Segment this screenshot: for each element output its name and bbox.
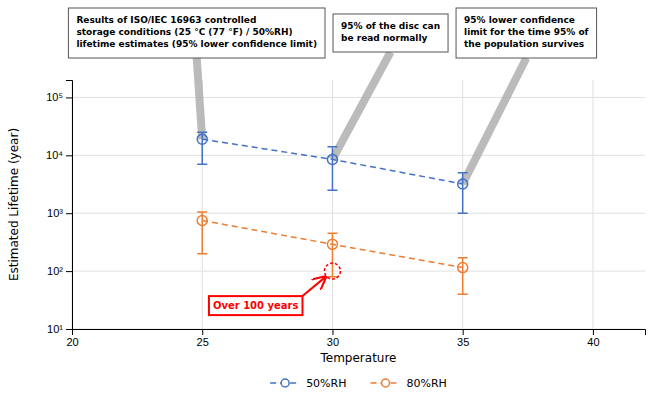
legend-item: 50%RH xyxy=(270,377,346,390)
annotation-text-line: Results of ISO/IEC 16963 controlled xyxy=(76,15,256,25)
annotation-text-line: the population survives xyxy=(464,39,584,49)
grid-line-x xyxy=(592,80,593,329)
grid-line-y xyxy=(72,213,645,214)
tick-label: 40 xyxy=(587,336,599,348)
grid-line-y xyxy=(72,155,645,156)
point xyxy=(197,215,207,225)
annotation-connector xyxy=(463,58,527,184)
tick-mark xyxy=(332,329,333,335)
x-axis-title: Temperature xyxy=(319,351,396,365)
tick-mark xyxy=(66,155,72,156)
x-axis: 20 25 30 35 40 xyxy=(66,329,645,348)
annotation-box-frame xyxy=(333,14,448,52)
highlight-circle xyxy=(324,263,340,279)
connectors xyxy=(197,52,527,184)
tick-label: 10³ xyxy=(47,207,63,219)
annotation-text-line: storage conditions (25 °C (77 °F) / 50%R… xyxy=(76,27,292,37)
callout-arrow xyxy=(302,277,325,296)
legend-swatch-marker xyxy=(382,379,390,387)
error-bar xyxy=(197,132,207,164)
error-bar xyxy=(458,258,468,294)
annotation-connector xyxy=(332,52,390,159)
tick-label: 35 xyxy=(457,336,469,348)
tick-mark xyxy=(66,213,72,214)
callout-frame xyxy=(209,296,303,315)
annotation-box: 95% of the disc can be read normally xyxy=(333,14,448,52)
tick-label: 10² xyxy=(47,265,63,277)
annotation-text: 95% of the disc can be read normally xyxy=(341,21,440,43)
x-tick: 30 xyxy=(327,329,339,348)
y-tick: 10¹ xyxy=(47,323,72,335)
point xyxy=(458,179,468,189)
series xyxy=(197,132,467,213)
y-tick: 10³ xyxy=(47,207,72,219)
tick-label: 20 xyxy=(66,336,78,348)
error-bar xyxy=(197,212,207,254)
annotation-text-line: 95% lower confidence xyxy=(464,15,575,25)
legend-label: 80%RH xyxy=(407,377,447,390)
error-bar xyxy=(327,147,337,190)
tick-label: 10⁴ xyxy=(46,149,63,161)
tick-mark xyxy=(66,329,72,330)
y-tick: 10⁵ xyxy=(46,91,72,103)
y-axis-line xyxy=(66,81,73,330)
tick-label: 30 xyxy=(327,336,339,348)
chart: 20 25 30 35 40 10¹ 10² 10³ 10⁴ 10⁵ Temperature Esti… xyxy=(0,0,665,395)
tick-mark xyxy=(463,329,464,335)
y-tick: 10² xyxy=(47,265,72,277)
grid-line-y xyxy=(72,97,645,98)
annotation-text: Results of ISO/IEC 16963 controlled stora… xyxy=(76,15,317,49)
error-bar xyxy=(327,233,337,276)
x-tick: 40 xyxy=(587,329,599,348)
x-tick: 20 xyxy=(66,329,78,348)
annotation-connector xyxy=(197,58,203,139)
y-axis: 10¹ 10² 10³ 10⁴ 10⁵ xyxy=(46,81,72,336)
annotation-text-line: limit for the time 95% of xyxy=(464,27,589,37)
point xyxy=(327,239,337,249)
point xyxy=(327,154,337,164)
x-axis-line xyxy=(73,330,646,336)
legend-swatch-marker xyxy=(281,379,289,387)
annotation-box: 95% lower confidence limit for the time 9… xyxy=(456,8,597,58)
annotation-box-frame xyxy=(68,8,325,58)
annotation-boxes: Results of ISO/IEC 16963 controlled stora… xyxy=(68,8,596,58)
tick-label: 25 xyxy=(197,336,209,348)
callouts: Over 100 years xyxy=(209,263,341,315)
x-tick: 25 xyxy=(197,329,209,348)
callout-text: Over 100 years xyxy=(213,300,299,311)
tick-label: 10¹ xyxy=(47,323,63,335)
annotation-text-line: lifetime estimates (95% lower confidence… xyxy=(76,39,317,49)
grid-line-x xyxy=(332,80,333,329)
series xyxy=(197,212,467,294)
callout: Over 100 years xyxy=(209,263,341,315)
legend: 50%RH 80%RH xyxy=(270,377,447,390)
legend-item: 80%RH xyxy=(371,377,447,390)
annotation-box: Results of ISO/IEC 16963 controlled stora… xyxy=(68,8,325,58)
legend-label: 50%RH xyxy=(306,377,346,390)
y-axis-title: Estimated Lifetime (year) xyxy=(7,128,21,281)
annotation-box-frame xyxy=(456,8,597,58)
plot-area xyxy=(197,132,467,294)
annotation-text: 95% lower confidence limit for the time 9… xyxy=(464,15,589,49)
annotation-text-line: 95% of the disc can xyxy=(341,21,440,31)
tick-mark xyxy=(202,329,203,335)
tick-mark xyxy=(593,329,594,335)
x-tick: 35 xyxy=(457,329,469,348)
tick-label: 10⁵ xyxy=(46,91,63,103)
y-tick: 10⁴ xyxy=(46,149,72,161)
point xyxy=(458,263,468,273)
tick-mark xyxy=(66,271,72,272)
axes: 20 25 30 35 40 10¹ 10² 10³ 10⁴ 10⁵ Temperature Esti… xyxy=(7,81,646,366)
grid-line-y xyxy=(72,271,645,272)
tick-mark xyxy=(66,97,72,98)
error-bar xyxy=(458,173,468,213)
annotation-text-line: be read normally xyxy=(341,33,428,43)
point xyxy=(197,134,207,144)
